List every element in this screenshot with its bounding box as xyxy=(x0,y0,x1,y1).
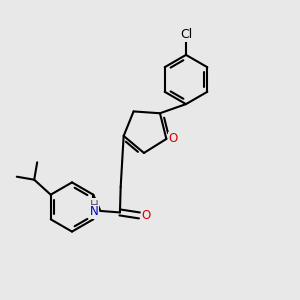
Text: Cl: Cl xyxy=(180,28,192,41)
Text: O: O xyxy=(168,132,178,146)
Text: N: N xyxy=(89,205,98,218)
Text: H: H xyxy=(89,199,98,212)
Text: O: O xyxy=(141,209,151,222)
